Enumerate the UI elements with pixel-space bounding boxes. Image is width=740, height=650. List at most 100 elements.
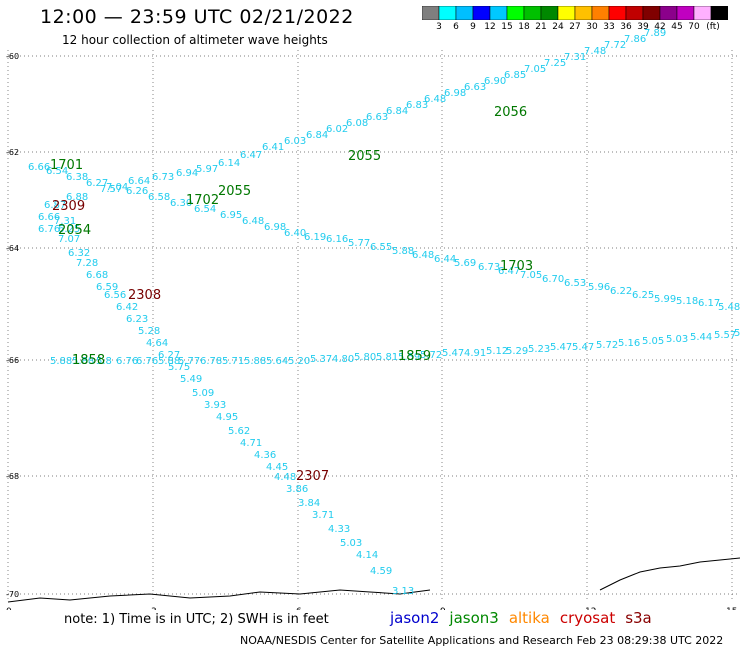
x-tick-label: 15 bbox=[726, 607, 737, 610]
swh-value: 3.84 bbox=[298, 498, 320, 509]
color-scale-label: 3 bbox=[436, 22, 442, 32]
color-scale-label: 21 bbox=[535, 22, 547, 32]
y-tick-label: -66 bbox=[6, 356, 19, 365]
swh-value: 7.25 bbox=[544, 58, 566, 69]
swh-value: 5.99 bbox=[654, 294, 676, 305]
swh-value: 3.71 bbox=[312, 510, 334, 521]
map-grid bbox=[7, 50, 740, 600]
swh-value: 5.75 bbox=[168, 362, 190, 373]
swh-value: 6.88 bbox=[66, 192, 88, 203]
swh-value: 5.05 bbox=[642, 336, 664, 347]
color-scale-label: 30 bbox=[586, 22, 598, 32]
swh-value: 6.84 bbox=[386, 106, 408, 117]
pass-time-label: 1702 bbox=[186, 193, 219, 208]
swh-value: 6.44 bbox=[434, 254, 456, 265]
swh-value: 5.16 bbox=[618, 338, 640, 349]
swh-value: 6.03 bbox=[284, 136, 306, 147]
swh-value: 6.58 bbox=[148, 192, 170, 203]
y-tick-label: -62 bbox=[6, 148, 19, 157]
swh-value: 7.57 bbox=[100, 184, 122, 195]
swh-value: 6.73 bbox=[478, 262, 500, 273]
track-middle-row: 5.88 5.88 5.8 6.766.76 5.885.77 6.78 5.71 5.88 5… bbox=[50, 328, 740, 367]
color-scale-label: 15 bbox=[501, 22, 513, 32]
swh-value: 5.09 bbox=[192, 388, 214, 399]
pass-time-label: 1701 bbox=[50, 158, 83, 173]
swh-value: 5.47 bbox=[572, 342, 594, 353]
swh-value: 4.45 bbox=[266, 462, 288, 473]
swh-value: 6.98 bbox=[264, 222, 286, 233]
swh-value: 6.25 bbox=[58, 224, 80, 235]
swh-value: 6.40 bbox=[284, 228, 306, 239]
pass-time-label: 1703 bbox=[500, 259, 533, 274]
swh-value: 5.47 bbox=[442, 348, 464, 359]
swh-value: 5.64 bbox=[266, 356, 288, 367]
swh-value: 4.48 bbox=[274, 472, 296, 483]
swh-value: 6.08 bbox=[346, 118, 368, 129]
swh-value: 5.49 bbox=[180, 374, 202, 385]
coastline bbox=[7, 557, 740, 603]
swh-value: 6.47 bbox=[498, 266, 520, 277]
swh-value: 6.78 bbox=[200, 356, 222, 367]
swh-value: 6.56 bbox=[104, 290, 126, 301]
swh-value: 5.47 bbox=[550, 342, 572, 353]
swh-value: 7.28 bbox=[76, 258, 98, 269]
swh-value: 6.42 bbox=[116, 302, 138, 313]
track-upper-descending: 6.666.546.386.277.046.266.586.306.546.95… bbox=[28, 162, 740, 313]
swh-value: 5.69 bbox=[454, 258, 476, 269]
swh-value: 6.66 bbox=[28, 162, 50, 173]
swh-value: 7.05 bbox=[524, 64, 546, 75]
swh-value: 6.32 bbox=[68, 248, 90, 259]
swh-value: 5.88 bbox=[50, 356, 72, 367]
swh-value: 6.83 bbox=[406, 100, 428, 111]
swh-value: 5.97 bbox=[196, 164, 218, 175]
swh-value: 5.28 bbox=[138, 326, 160, 337]
swh-value: 6.98 bbox=[444, 88, 466, 99]
color-scale-label: 12 bbox=[484, 22, 496, 32]
swh-value: 5.48 bbox=[718, 302, 740, 313]
swh-value: 6.87 bbox=[44, 200, 66, 211]
swh-value: 6.63 bbox=[464, 82, 486, 93]
swh-value: 6.59 bbox=[96, 282, 118, 293]
color-scale-labels: 3 6 9 12 15 18 21 24 27 30 33 36 39 42 45 70 (ft) bbox=[422, 22, 740, 34]
swh-value: 3.13 bbox=[392, 586, 414, 597]
pass-time-label: 2309 bbox=[52, 199, 85, 214]
swh-value: 5.75 bbox=[734, 328, 740, 339]
pass-time-label: 1858 bbox=[72, 353, 105, 368]
swh-value: 5.29 bbox=[506, 346, 528, 357]
swh-value: 5.18 bbox=[676, 296, 698, 307]
swh-value: 7.07 bbox=[58, 234, 80, 245]
swh-value: 6.48 bbox=[424, 94, 446, 105]
swh-value: 7.72 bbox=[604, 40, 626, 51]
swh-value: 4.80 bbox=[332, 354, 354, 365]
satellite-jason2: jason2 bbox=[390, 609, 440, 627]
swh-value: 6.23 bbox=[126, 314, 148, 325]
swh-value: 4.14 bbox=[356, 550, 378, 561]
swh-value: 5.81 bbox=[376, 352, 398, 363]
swh-value: 6.22 bbox=[610, 286, 632, 297]
swh-value: 6.54 bbox=[46, 166, 68, 177]
swh-value: 4.59 bbox=[370, 566, 392, 577]
track-long-descending: 6.667.316.766.257.076.327.286.686.596.56… bbox=[38, 212, 414, 597]
swh-value: 5.57 bbox=[714, 330, 736, 341]
time-labels: 1701230920541702205520552056230817031858… bbox=[50, 105, 533, 484]
swh-value: 5.03 bbox=[666, 334, 688, 345]
map-plot: 0 3 6 9 12 15 -60 -62 -64 -66 -68 -70 6.876.88 7.57… bbox=[6, 28, 740, 610]
swh-value: 6.90 bbox=[484, 76, 506, 87]
color-scale-label: 18 bbox=[518, 22, 530, 32]
swh-value: 6.47 bbox=[240, 150, 262, 161]
swh-value: 5.88 bbox=[72, 356, 94, 367]
color-scale-label: 33 bbox=[603, 22, 615, 32]
color-scale-label: 27 bbox=[569, 22, 581, 32]
swh-value: 6.16 bbox=[326, 234, 348, 245]
y-axis-ticks: -60 -62 -64 -66 -68 -70 bbox=[6, 52, 19, 599]
swh-value: 6.27 bbox=[86, 178, 108, 189]
x-axis-ticks: 0 3 6 9 12 15 bbox=[6, 607, 737, 610]
swh-value: 6.02 bbox=[326, 124, 348, 135]
page-subtitle: 12 hour collection of altimeter wave hei… bbox=[62, 33, 328, 47]
swh-value: 3.86 bbox=[286, 484, 308, 495]
color-scale-label: (ft) bbox=[706, 22, 720, 32]
pass-time-label: 2055 bbox=[218, 184, 251, 199]
swh-value: 5.88 bbox=[158, 356, 180, 367]
pass-time-label: 2054 bbox=[58, 223, 91, 238]
color-scale-label: 6 bbox=[453, 22, 459, 32]
